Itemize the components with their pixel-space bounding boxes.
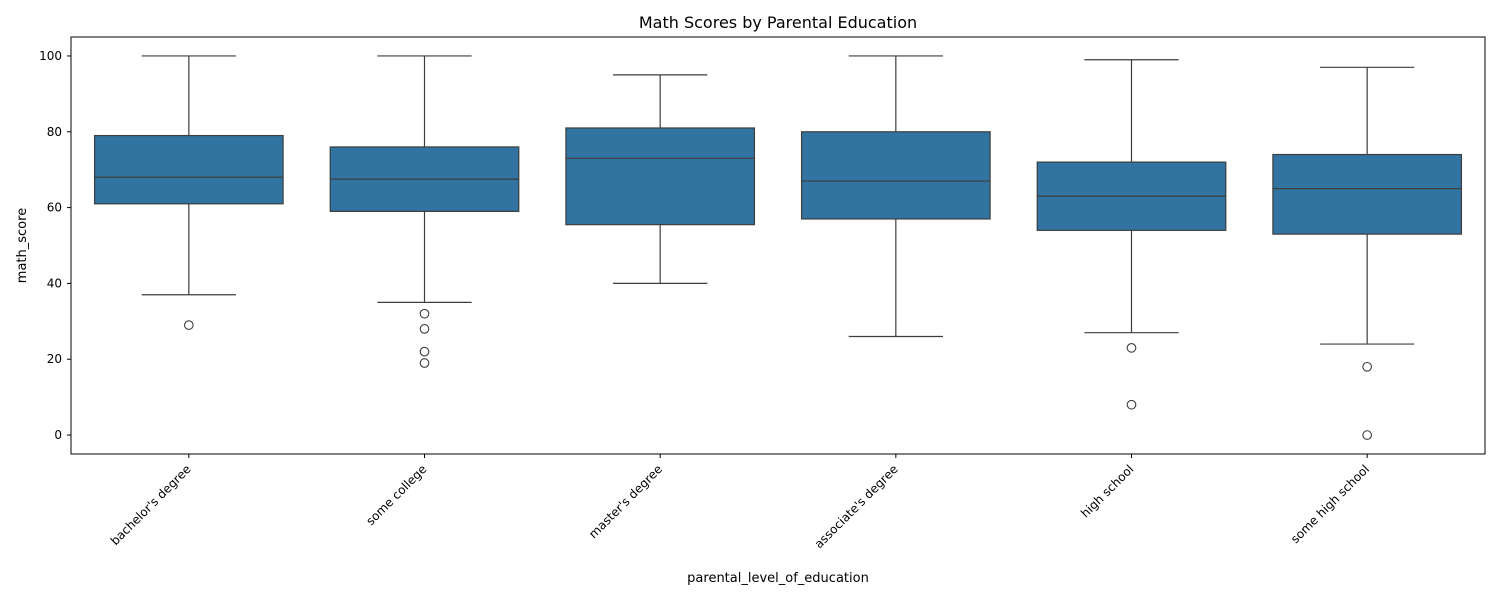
- y-tick-label: 80: [47, 125, 62, 139]
- box-group: [1272, 66, 1463, 440]
- box-iqr: [800, 131, 991, 220]
- chart-title: Math Scores by Parental Education: [639, 13, 917, 32]
- plot-area: [93, 55, 1463, 440]
- outlier-point: [1126, 343, 1137, 353]
- box-group: [1036, 59, 1227, 410]
- x-tick-label: high school: [1078, 462, 1136, 520]
- outlier-point: [419, 324, 430, 334]
- box-group: [800, 55, 991, 338]
- x-tick-label: some college: [363, 462, 429, 528]
- x-axis-label: parental_level_of_education: [687, 571, 869, 586]
- x-tick-label: associate's degree: [812, 462, 901, 551]
- box-iqr: [93, 134, 284, 205]
- x-tick-label: master's degree: [586, 462, 665, 541]
- box-iqr: [1272, 153, 1463, 235]
- outlier-point: [1126, 399, 1137, 410]
- y-tick-label: 60: [47, 201, 62, 215]
- outlier-point: [419, 346, 430, 357]
- outlier-point: [419, 308, 430, 319]
- box-group: [565, 74, 756, 285]
- y-tick-label: 20: [47, 352, 62, 366]
- outlier-point: [183, 320, 194, 330]
- x-tick-label: some high school: [1288, 462, 1372, 546]
- outlier-point: [1362, 361, 1373, 372]
- x-axis: bachelor's degree some college master's de…: [108, 454, 1372, 551]
- plot-frame: [70, 36, 1486, 455]
- box-group: [329, 55, 520, 368]
- box-iqr: [565, 127, 756, 226]
- outlier-point: [1362, 430, 1373, 440]
- y-tick-label: 0: [54, 428, 62, 442]
- y-tick-label: 100: [39, 49, 62, 63]
- y-tick-label: 40: [47, 276, 62, 290]
- box-group: [93, 55, 284, 330]
- y-axis: 0 20 40 60 80 100: [39, 49, 71, 442]
- y-axis-label: math_score: [15, 208, 30, 283]
- x-tick-label: bachelor's degree: [108, 462, 194, 548]
- outlier-point: [419, 358, 430, 368]
